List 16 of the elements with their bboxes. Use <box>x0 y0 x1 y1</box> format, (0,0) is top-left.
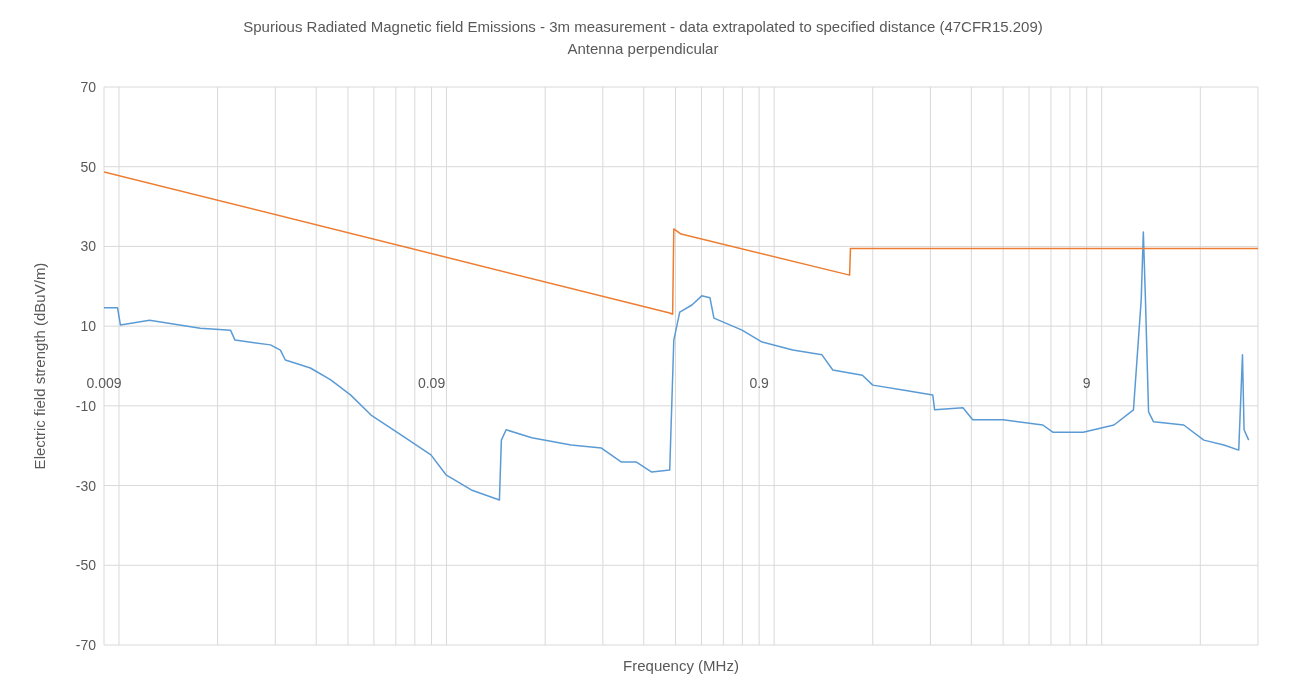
x-tick-label: 0.9 <box>749 375 770 391</box>
y-tick-label: -30 <box>75 477 97 494</box>
y-tick-label: 10 <box>80 318 97 335</box>
x-tick-label: 0.009 <box>86 375 122 391</box>
x-tick-label: 0.09 <box>417 375 446 391</box>
y-tick-label: 70 <box>80 78 97 95</box>
y-tick-label: 30 <box>80 238 97 255</box>
x-tick-label: 9 <box>1082 375 1091 391</box>
y-axis-title: Electric field strength (dBuV/m) <box>31 262 49 470</box>
x-axis-title: Frequency (MHz) <box>623 657 739 674</box>
y-tick-label: -50 <box>75 557 97 574</box>
y-tick-label: -70 <box>75 636 97 653</box>
y-tick-label: 50 <box>80 158 97 175</box>
chart-subtitle: Antenna perpendicular <box>566 40 720 57</box>
chart-title: Spurious Radiated Magnetic field Emissions - 3m measurement - data extrapolated to specified distance (47CFR15.209) <box>242 18 1044 35</box>
y-tick-label: -10 <box>75 397 97 414</box>
